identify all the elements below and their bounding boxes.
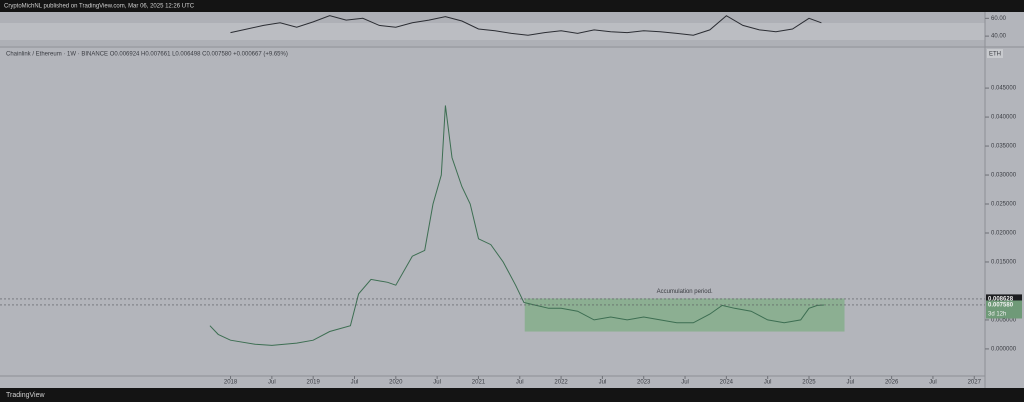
y-tick-label: 0.020000 (991, 231, 1017, 237)
countdown-box (986, 309, 1022, 319)
currency-tag-box (987, 49, 1003, 58)
price-line (209, 105, 824, 346)
logo: TradingView (6, 392, 45, 399)
y-tick-label: 0.035000 (991, 144, 1017, 150)
y-tick-label: 0.005000 (991, 318, 1017, 324)
header-bar (0, 0, 1024, 12)
rsi-band (0, 23, 985, 40)
x-tick-label: Jul (433, 380, 441, 386)
currency-tag: ETH (989, 52, 1001, 58)
y-tick-label: 0.040000 (991, 115, 1017, 121)
y-tick-label: 60.00 (991, 16, 1007, 22)
header-text: CryptoMichNL published on TradingView.co… (4, 4, 195, 10)
x-tick-label: 2027 (968, 380, 982, 386)
x-tick-label: 2019 (307, 380, 321, 386)
x-tick-label: 2026 (885, 380, 899, 386)
x-tick-label: 2018 (224, 380, 238, 386)
x-tick-label: Jul (351, 380, 359, 386)
y-tick-label: 40.00 (991, 34, 1007, 40)
accumulation-zone (524, 298, 845, 332)
countdown: 3d 12h (988, 312, 1006, 318)
x-tick-label: 2020 (389, 380, 403, 386)
y-tick-label: 0.030000 (991, 173, 1017, 179)
x-tick-label: Jul (681, 380, 689, 386)
x-tick-label: 2023 (637, 380, 651, 386)
x-tick-label: Jul (929, 380, 937, 386)
x-tick-label: Jul (516, 380, 524, 386)
x-tick-label: Jul (599, 380, 607, 386)
price-label: 0.008628 (988, 296, 1014, 302)
x-tick-label: Jul (764, 380, 772, 386)
price-label-box (986, 300, 1022, 310)
price-label: 0.007580 (988, 303, 1014, 309)
x-tick-label: Jul (268, 380, 276, 386)
x-tick-label: 2024 (720, 380, 734, 386)
y-tick-label: 0.015000 (991, 260, 1017, 266)
x-tick-label: Jul (846, 380, 854, 386)
x-tick-label: 2022 (554, 380, 568, 386)
price-line (230, 15, 822, 36)
price-label-box (986, 294, 1022, 304)
y-tick-label: 0.025000 (991, 202, 1017, 208)
x-tick-label: 2021 (472, 380, 486, 386)
x-tick-label: 2025 (802, 380, 816, 386)
annotation: Accumulation period. (657, 289, 713, 295)
y-tick-label: 0.045000 (991, 86, 1017, 92)
y-tick-label: 0.000000 (991, 346, 1017, 352)
footer-bar (0, 388, 1024, 402)
symbol-title: Chainlink / Ethereum · 1W · BINANCE O0.0… (6, 52, 288, 58)
